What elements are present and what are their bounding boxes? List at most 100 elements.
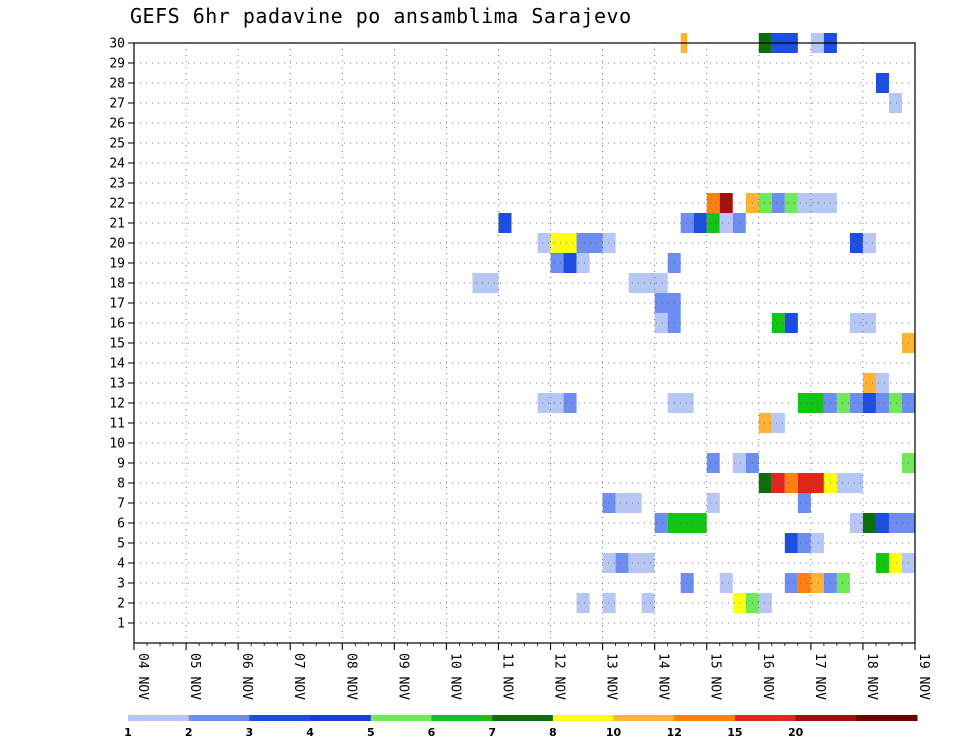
heatmap-cell [719,213,733,233]
y-tick-label: 13 [109,377,125,392]
colorbar-label: 10 [606,726,622,739]
x-tick-label: 16 NOV [760,653,775,700]
colorbar-swatch [795,715,857,721]
heatmap-cell [706,193,720,213]
y-tick-label: 22 [109,197,125,212]
heatmap-cell [771,313,785,333]
y-tick-label: 23 [109,177,125,192]
heatmap-cell [680,213,694,233]
colorbar-swatch [613,715,675,721]
y-tick-label: 25 [109,137,125,152]
colorbar-swatch [310,715,372,721]
y-tick-label: 17 [109,297,125,312]
heatmap-cell [784,193,798,213]
x-tick-label: 11 NOV [499,653,514,700]
heatmap-cell [693,213,707,233]
colorbar-swatch [552,715,615,721]
heatmap-cell [784,573,798,593]
y-tick-label: 28 [109,77,125,92]
y-tick-label: 9 [117,457,125,472]
x-tick-label: 18 NOV [864,653,879,700]
heatmap-cell [875,373,889,393]
x-tick-label: 07 NOV [291,653,306,700]
heatmap-cell [576,233,603,253]
y-tick-label: 5 [117,537,125,552]
heatmap-cell [888,553,902,573]
x-tick-label: 14 NOV [656,653,671,700]
heatmap-cell [550,253,564,273]
y-tick-label: 20 [109,237,125,252]
heatmap-cell [771,413,785,433]
heatmap-cell [615,493,642,513]
x-tick-label: 05 NOV [187,653,202,700]
heatmap-cell [576,593,590,613]
heatmap-cell [849,393,863,413]
y-tick-label: 26 [109,117,125,132]
heatmap-cell [836,573,850,593]
colorbar-label: 20 [788,726,804,739]
y-tick-label: 10 [109,437,125,452]
y-tick-label: 12 [109,397,125,412]
heatmap-cell [797,573,811,593]
y-tick-label: 16 [109,317,125,332]
heatmap-cell [849,313,876,333]
heatmap-cell [810,573,824,593]
y-tick-label: 24 [109,157,125,172]
heatmap-cell [784,473,798,493]
heatmap-cell [667,513,707,533]
colorbar-label: 3 [246,726,254,739]
y-tick-label: 4 [117,557,125,572]
heatmap-cell [602,553,616,573]
heatmap-cell [771,473,785,493]
heatmap-cell [836,473,863,493]
heatmap-cell [576,253,590,273]
heatmap-cell [875,73,889,93]
heatmap-cell [862,393,876,413]
y-tick-label: 14 [109,357,125,372]
heatmap-cell [641,593,655,613]
x-tick-label: 08 NOV [343,653,358,700]
heatmap-cell [680,573,694,593]
x-tick-label: 06 NOV [239,653,254,700]
heatmap-cell [875,393,889,413]
colorbar-swatch [249,715,311,721]
x-tick-label: 10 NOV [447,653,462,700]
colorbar-swatch [492,715,554,721]
heatmap-cell [706,493,720,513]
heatmap-cell [875,513,889,533]
colorbar-label: 12 [667,726,682,739]
heatmap-cell [784,313,798,333]
heatmap-cell [784,533,798,553]
colorbar-swatch [128,715,190,721]
x-tick-label: 19 NOV [916,653,931,700]
heatmap-cell [771,193,785,213]
heatmap-cell [849,233,863,253]
colorbar-swatch [674,715,736,721]
heatmap-cell [550,233,577,253]
colorbar-label: 1 [124,726,132,739]
heatmap-cell [719,573,733,593]
heatmap-cell [615,553,629,573]
heatmap-cell [732,453,746,473]
heatmap-cell [719,193,733,213]
heatmap-cell [654,293,681,313]
y-tick-label: 19 [109,257,125,272]
heatmap-cell [888,513,915,533]
y-tick-label: 3 [117,577,125,592]
colorbar-swatch [431,715,493,721]
y-tick-label: 1 [117,617,125,632]
heatmap-cell [836,393,850,413]
y-tick-label: 18 [109,277,125,292]
x-axis: 04 NOV 05 NOV 06 NOV 07 NOV 08 NOV 09 NOV 10 N… [133,643,931,700]
x-tick-label: 13 NOV [604,653,619,700]
heatmap-cell [849,513,863,533]
colorbar-swatch [856,715,918,721]
heatmap-cell [797,473,824,493]
colorbar-swatch [188,715,250,721]
y-tick-label: 15 [109,337,125,352]
heatmap-cell [706,453,720,473]
heatmap-cell [563,253,577,273]
y-tick-label: 7 [117,497,125,512]
chart-title: GEFS 6hr padavine po ansamblima Sarajevo [130,4,632,28]
